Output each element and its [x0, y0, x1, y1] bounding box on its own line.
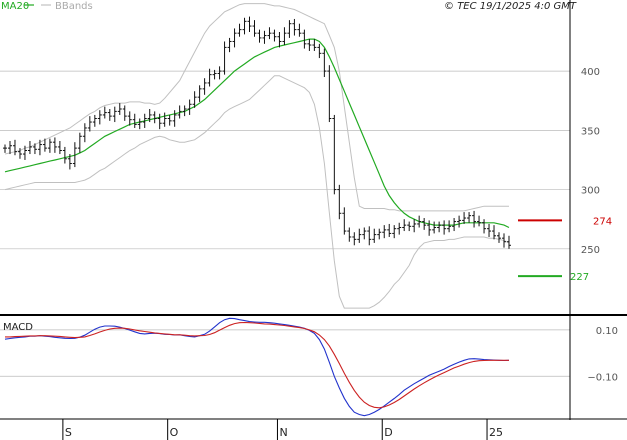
macd-lines	[4, 317, 510, 417]
level-markers: 274 227	[518, 216, 612, 283]
macd-line	[4, 317, 510, 417]
bollinger-bands	[4, 3, 510, 309]
price-bars	[3, 16, 511, 249]
x-axis-label-0: S	[65, 426, 72, 439]
chart-frame	[0, 0, 627, 420]
resistance-level-label: 274	[593, 216, 612, 227]
support-level-label: 227	[570, 272, 589, 283]
ma20-legend-label: MA20	[1, 1, 29, 12]
macd-axis-label-1: −0.10	[587, 372, 618, 383]
macd-panel-title: MACD	[3, 322, 33, 333]
ma20-line	[4, 38, 510, 229]
bband-lower-line	[4, 75, 510, 309]
x-axis-label-4: 25	[489, 426, 503, 439]
bband-upper-line	[4, 3, 509, 212]
x-axis-label-1: O	[170, 426, 179, 439]
macd-axis-label-0: 0.10	[596, 326, 618, 337]
x-axis-label-2: N	[279, 426, 287, 439]
copyright-text: © TEC 19/1/2025 4:0 GMT	[444, 1, 577, 12]
ma20-path	[4, 38, 510, 229]
signal-line	[5, 321, 509, 409]
price-axis-label-400: 400	[581, 67, 600, 78]
axis-ticks: S O N D 25	[62, 419, 503, 440]
macd-gridlines: 0.10 −0.10	[0, 326, 618, 383]
price-axis-label-350: 350	[581, 126, 600, 137]
x-axis-label-3: D	[384, 426, 392, 439]
price-axis-label-300: 300	[581, 186, 600, 197]
price-gridlines: 250 300 350 400	[0, 67, 600, 256]
bbands-legend-label: BBands	[55, 1, 93, 12]
price-axis-label-250: 250	[581, 245, 600, 256]
